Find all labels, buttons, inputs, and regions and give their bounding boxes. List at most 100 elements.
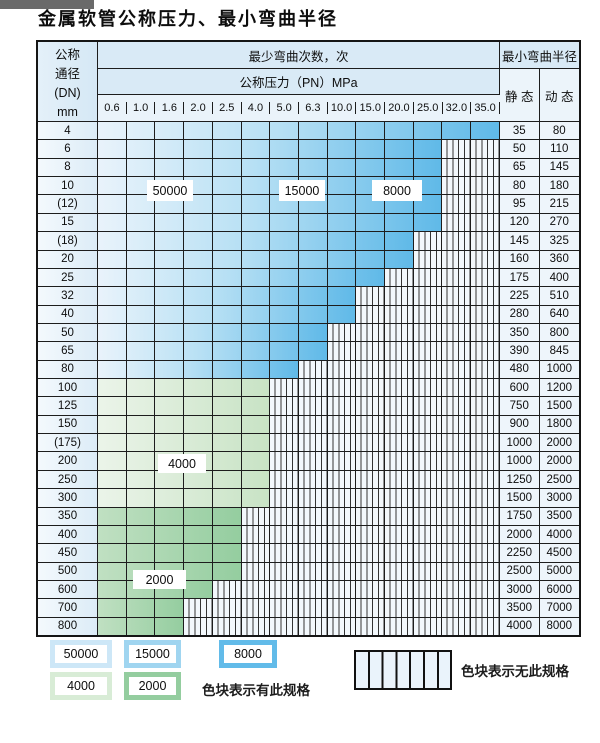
pressure-cells <box>98 397 500 415</box>
dynamic-radius-cell: 2000 <box>539 434 579 452</box>
no-spec-cell <box>327 379 357 397</box>
no-spec-cell <box>298 470 328 489</box>
no-spec-cell <box>442 452 472 470</box>
spec-cell <box>127 397 156 415</box>
spec-cell <box>385 122 414 140</box>
no-spec-cell <box>241 599 271 617</box>
spec-cell <box>299 195 328 213</box>
static-radius-cell: 35 <box>500 122 540 140</box>
dynamic-radius-cell: 110 <box>539 140 579 158</box>
no-spec-cell <box>327 507 357 525</box>
no-spec-cell <box>471 434 500 452</box>
no-spec-cell <box>356 415 386 434</box>
no-spec-cell <box>298 489 328 507</box>
dynamic-radius-cell: 325 <box>539 232 579 250</box>
no-spec-cell <box>270 507 299 525</box>
no-spec-cell <box>241 562 271 580</box>
legend-swatch-label: 50000 <box>55 645 107 663</box>
dynamic-radius-cell: 145 <box>539 158 579 177</box>
spec-cell <box>414 140 443 158</box>
dn-cell: 700 <box>38 599 98 617</box>
no-spec-cell <box>413 617 443 636</box>
no-spec-cell <box>442 250 472 268</box>
no-spec-cell <box>356 507 386 525</box>
no-spec-cell <box>471 250 500 268</box>
no-spec-cell <box>442 287 472 305</box>
no-spec-cell <box>327 415 357 434</box>
legend-swatch-label: 4000 <box>55 677 107 695</box>
spec-color-span <box>98 323 328 342</box>
no-spec-cell <box>471 268 500 287</box>
pressure-strip <box>98 470 500 489</box>
dn-header-line: 公称 <box>54 48 80 62</box>
spec-cell <box>98 250 127 268</box>
spec-cell <box>328 158 357 177</box>
legend-swatch: 4000 <box>50 672 112 700</box>
pressure-cells <box>98 158 500 177</box>
dn-column-header: 公称 通径 (DN) mm <box>38 42 98 122</box>
table-row: (175) 1000 2000 <box>38 434 579 453</box>
pressure-radius-table: 公称 通径 (DN) mm 最少弯曲次数，次 最小弯曲半径 公称压力（PN）MPa 静… <box>36 40 581 637</box>
dn-cell: 600 <box>38 580 98 599</box>
no-spec-cell <box>385 287 414 305</box>
spec-cell <box>270 122 299 140</box>
spec-cell <box>242 287 271 305</box>
spec-cell <box>442 122 472 140</box>
spec-cell <box>155 305 185 323</box>
no-spec-cell <box>471 342 500 360</box>
dynamic-radius-cell: 1200 <box>539 379 579 397</box>
dynamic-radius-cell: 5000 <box>539 562 579 580</box>
spec-color-span <box>98 544 242 562</box>
pressure-strip <box>98 562 500 580</box>
no-spec-cell <box>356 489 386 507</box>
spec-cell <box>127 580 156 599</box>
table-row: 700 3500 7000 <box>38 599 579 618</box>
spec-color-span <box>98 268 386 287</box>
spec-cell <box>356 232 386 250</box>
no-spec-cell <box>241 617 271 636</box>
spec-cell <box>127 415 156 434</box>
spec-cell <box>127 489 156 507</box>
spec-cell <box>155 489 185 507</box>
spec-color-span <box>98 599 185 617</box>
spec-cell <box>184 489 213 507</box>
table-body: 4 35 80 6 50 110 8 65 145 10 80 180 (12) 95 215 15 120 27… <box>38 122 579 636</box>
no-spec-cell <box>442 268 472 287</box>
no-spec-cell <box>270 379 299 397</box>
spec-cell <box>127 268 156 287</box>
spec-cell <box>127 379 156 397</box>
no-spec-cell <box>327 434 357 452</box>
pressure-cells <box>98 617 500 636</box>
spec-cell <box>242 250 271 268</box>
no-spec-cell <box>270 470 299 489</box>
spec-cell <box>155 140 185 158</box>
no-spec-cell <box>270 525 299 544</box>
pressure-cells <box>98 599 500 617</box>
static-radius-cell: 600 <box>500 379 540 397</box>
no-spec-cell <box>442 360 472 379</box>
spec-cell <box>213 213 242 232</box>
spec-cell <box>127 599 156 617</box>
no-spec-cell <box>184 599 213 617</box>
no-spec-cell <box>413 323 443 342</box>
spec-cell <box>98 305 127 323</box>
spec-cell <box>299 213 328 232</box>
no-spec-cell <box>298 397 328 415</box>
spec-cell <box>155 434 185 452</box>
spec-color-span <box>98 379 271 397</box>
dynamic-radius-cell: 6000 <box>539 580 579 599</box>
no-spec-cell <box>442 470 472 489</box>
spec-cell <box>270 158 299 177</box>
bend-cycles-header: 最少弯曲次数，次 <box>98 42 500 69</box>
dynamic-radius-cell: 7000 <box>539 599 579 617</box>
static-radius-cell: 480 <box>500 360 540 379</box>
spec-color-span <box>98 232 414 250</box>
spec-color-span <box>98 158 443 177</box>
spec-cell <box>242 397 271 415</box>
no-spec-cell <box>413 415 443 434</box>
spec-cell <box>98 452 127 470</box>
spec-cell <box>155 525 185 544</box>
no-spec-cell <box>385 617 414 636</box>
pressure-strip <box>98 507 500 525</box>
spec-cell <box>155 415 185 434</box>
